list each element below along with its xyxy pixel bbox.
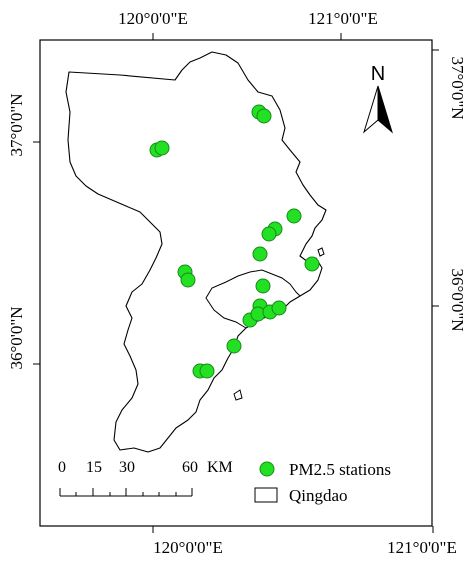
station-marker [199, 363, 215, 379]
station-marker [256, 108, 272, 124]
station-marker [154, 140, 170, 156]
scale-tick-15: 15 [86, 459, 102, 476]
station-marker [261, 226, 277, 242]
island-2 [317, 247, 325, 257]
legend-station-symbol [259, 461, 275, 477]
legend-qingdao-symbol [254, 487, 278, 503]
qingdao-boundary [65, 51, 327, 453]
right-label-36: 36°0'0"N [448, 268, 467, 331]
scale-unit: KM [207, 459, 233, 476]
right-label-37: 37°0'0"N [448, 56, 467, 119]
scale-tick-30: 30 [119, 459, 135, 476]
scale-bar: 0 15 30 60 KM [58, 459, 233, 497]
bottom-label-121: 121°0'0"E [387, 538, 457, 557]
bay-coastline [205, 269, 301, 329]
station-marker [255, 278, 271, 294]
left-label-36: 36°0'0"N [7, 306, 26, 369]
station-marker [304, 256, 320, 272]
stations-layer [149, 104, 320, 379]
legend-qingdao-label: Qingdao [289, 486, 348, 505]
station-marker [271, 300, 287, 316]
north-arrow: N [363, 63, 393, 134]
island-1 [233, 389, 243, 401]
ticks [33, 33, 439, 533]
scale-tick-0: 0 [58, 459, 66, 476]
top-label-120: 120°0'0"E [118, 9, 188, 28]
station-marker [180, 272, 196, 288]
svg-text:N: N [371, 63, 385, 85]
bottom-label-120: 120°0'0"E [153, 538, 223, 557]
station-marker [226, 338, 242, 354]
legend-station-label: PM2.5 stations [289, 460, 391, 479]
station-marker [286, 208, 302, 224]
scale-tick-60: 60 [182, 459, 198, 476]
top-label-121: 121°0'0"E [308, 9, 378, 28]
left-label-37: 37°0'0"N [7, 93, 26, 156]
station-marker [252, 246, 268, 262]
legend: PM2.5 stations Qingdao [254, 460, 391, 505]
map-frame [39, 39, 433, 527]
